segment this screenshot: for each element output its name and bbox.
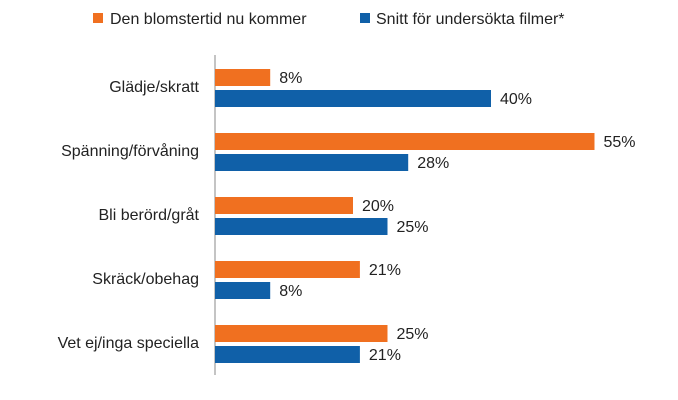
bar-den-blomstertid-nu-kommer-spanning-forvaning <box>215 133 595 150</box>
bar-snitt-for-undersokta-filmer-spanning-forvaning <box>215 154 409 171</box>
category-label-spanning-forvaning: Spänning/förvåning <box>61 142 199 160</box>
category-label-vet-ej-inga-speciella: Vet ej/inga speciella <box>58 335 200 352</box>
bar-snitt-for-undersokta-filmer-skrack-obehag <box>215 282 271 299</box>
value-label-snitt-for-undersokta-filmer-bli-berord-grat: 25% <box>397 219 429 236</box>
legend-swatch-snitt <box>360 13 370 23</box>
value-label-den-blomstertid-nu-kommer-skrack-obehag: 21% <box>369 262 401 279</box>
legend: Den blomstertid nu kommer Snitt för unde… <box>93 11 565 28</box>
category-label-skrack-obehag: Skräck/obehag <box>92 271 199 288</box>
value-label-snitt-for-undersokta-filmer-skrack-obehag: 8% <box>279 283 302 300</box>
legend-swatch-den-blomstertid <box>93 13 103 23</box>
value-label-den-blomstertid-nu-kommer-bli-berord-grat: 20% <box>362 198 394 215</box>
category-label-bli-berord-grat: Bli berörd/gråt <box>99 206 200 224</box>
legend-label-snitt: Snitt för undersökta filmer* <box>376 11 565 28</box>
bar-den-blomstertid-nu-kommer-bli-berord-grat <box>215 197 353 214</box>
plot-area: Glädje/skratt 8% 40% Spänning/förvåning 55% 2… <box>58 69 636 364</box>
value-label-snitt-for-undersokta-filmer-gladje-skratt: 40% <box>500 91 532 108</box>
bar-snitt-for-undersokta-filmer-bli-berord-grat <box>215 218 388 235</box>
value-label-den-blomstertid-nu-kommer-gladje-skratt: 8% <box>279 70 302 87</box>
bar-den-blomstertid-nu-kommer-skrack-obehag <box>215 261 360 278</box>
bar-snitt-for-undersokta-filmer-gladje-skratt <box>215 90 491 107</box>
bar-den-blomstertid-nu-kommer-gladje-skratt <box>215 69 271 86</box>
bar-snitt-for-undersokta-filmer-vet-ej-inga-speciella <box>215 346 360 363</box>
value-label-snitt-for-undersokta-filmer-vet-ej-inga-speciella: 21% <box>369 347 401 364</box>
category-label-gladje-skratt: Glädje/skratt <box>109 79 199 96</box>
value-label-den-blomstertid-nu-kommer-spanning-forvaning: 55% <box>604 134 636 151</box>
value-label-den-blomstertid-nu-kommer-vet-ej-inga-speciella: 25% <box>397 326 429 343</box>
bar-den-blomstertid-nu-kommer-vet-ej-inga-speciella <box>215 325 388 342</box>
legend-label-den-blomstertid: Den blomstertid nu kommer <box>110 11 307 28</box>
value-label-snitt-for-undersokta-filmer-spanning-forvaning: 28% <box>417 155 449 172</box>
